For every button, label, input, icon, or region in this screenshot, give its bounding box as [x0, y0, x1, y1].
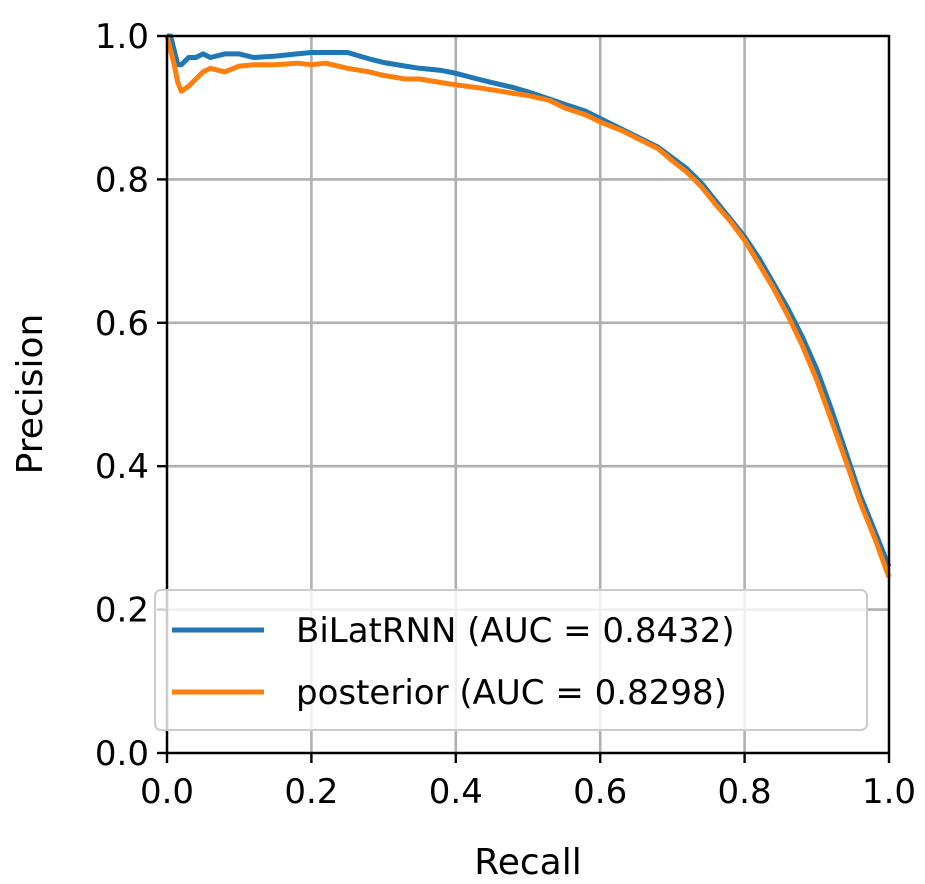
y-tick-label: 0.6: [95, 304, 149, 344]
legend: BiLatRNN (AUC = 0.8432) posterior (AUC = …: [154, 589, 868, 731]
plot-frame: [165, 34, 891, 755]
y-tick-label: 0.8: [95, 160, 149, 200]
series-layer: [164, 33, 892, 579]
axis-ticks: 0.0 0.2 0.4 0.6 0.8 1.0 0.0 0.2 0.4 0.6 0.8 1.0: [95, 17, 916, 812]
legend-box: [154, 589, 868, 731]
x-tick-label: 1.0: [862, 772, 916, 812]
x-axis-label: Recall: [474, 842, 581, 883]
x-tick-label: 0.0: [140, 772, 194, 812]
x-tick-label: 0.2: [284, 772, 338, 812]
y-axis-label: Precision: [10, 314, 51, 475]
y-tick-label: 0.2: [95, 591, 149, 631]
series-line-2: [164, 35, 892, 579]
y-tick-label: 0.0: [95, 734, 149, 774]
x-tick-label: 0.6: [573, 772, 627, 812]
x-tick-label: 0.8: [718, 772, 772, 812]
series-line-1: [167, 33, 892, 568]
legend-label-1: BiLatRNN (AUC = 0.8432): [296, 611, 735, 651]
x-tick-label: 0.4: [429, 772, 483, 812]
legend-label-2: posterior (AUC = 0.8298): [296, 673, 727, 713]
y-tick-label: 1.0: [95, 17, 149, 57]
y-tick-label: 0.4: [95, 447, 149, 487]
